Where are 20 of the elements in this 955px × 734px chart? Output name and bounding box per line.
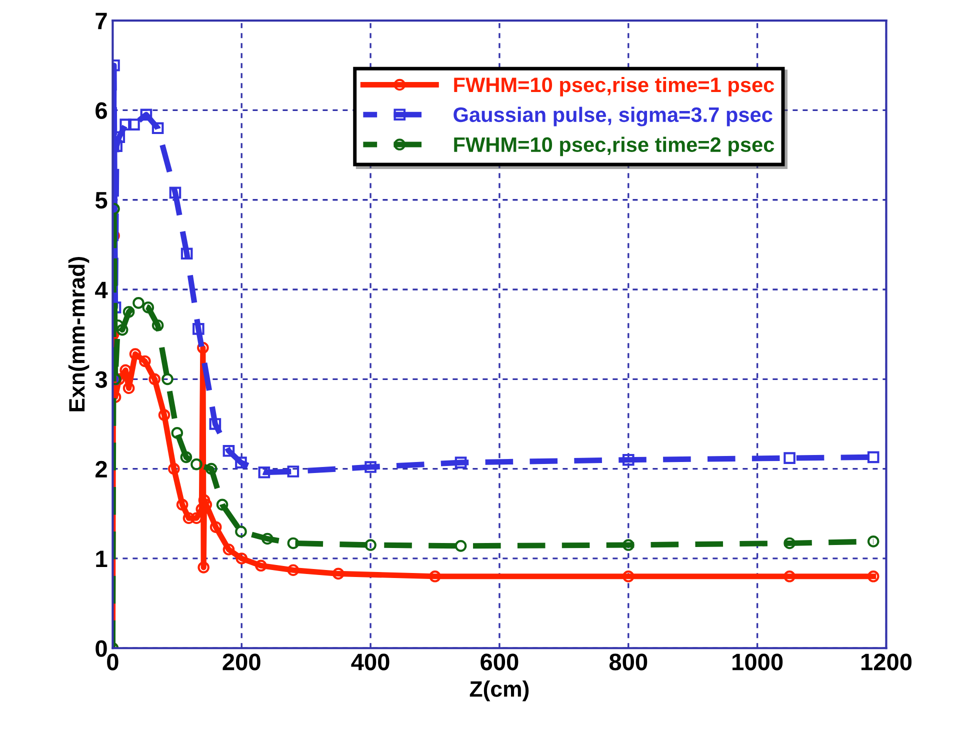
x-tick-label: 600 <box>480 654 518 670</box>
x-tick-label: 200 <box>222 654 260 670</box>
y-tick-label: 0 <box>96 640 107 657</box>
x-axis-title: Z(cm) <box>470 680 529 702</box>
y-tick-label: 6 <box>96 102 107 119</box>
y-axis-title: Exn(mm-mrad) <box>68 257 90 412</box>
x-tick-label: 1000 <box>732 654 783 670</box>
y-tick-label: 4 <box>95 282 108 298</box>
x-tick-label: 0 <box>107 654 118 670</box>
y-tick-label: 3 <box>95 371 107 388</box>
y-tick-label: 1 <box>96 550 108 568</box>
legend-label: Gaussian pulse, sigma=3.7 psec <box>454 106 772 126</box>
x-tick-label: 800 <box>609 654 648 670</box>
legend-label: FWHM=10 psec,rise time=1 psec <box>454 76 774 96</box>
y-tick-label: 7 <box>96 12 107 30</box>
x-tick-label: 400 <box>351 654 390 670</box>
x-tick-label: 1200 <box>861 654 912 670</box>
legend-label: FWHM=10 psec,rise time=2 psec <box>454 136 774 156</box>
y-tick-label: 2 <box>96 460 107 478</box>
y-tick-label: 5 <box>95 192 108 209</box>
